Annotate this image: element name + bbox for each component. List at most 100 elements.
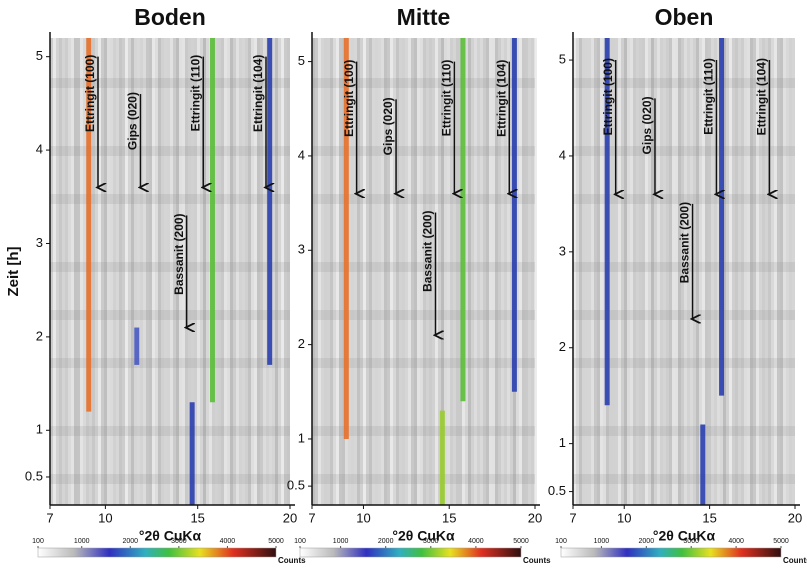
texture-stripe xyxy=(684,38,687,505)
y-tick-label: 1 xyxy=(559,435,566,450)
texture-stripe xyxy=(233,38,236,505)
texture-stripe xyxy=(74,38,77,505)
texture-band xyxy=(50,146,290,156)
texture-band xyxy=(312,78,535,88)
texture-stripe xyxy=(53,38,56,505)
texture-stripe xyxy=(164,38,167,505)
texture-stripe xyxy=(744,38,747,505)
texture-stripe xyxy=(774,38,777,505)
texture-stripe xyxy=(450,38,453,505)
annotation-label: Ettringit (104) xyxy=(251,55,265,132)
texture-stripe xyxy=(603,38,606,505)
colorbar-tick-label: 4000 xyxy=(220,538,236,545)
texture-stripe xyxy=(609,38,612,505)
panel-title: Boden xyxy=(134,4,206,30)
texture-band xyxy=(50,78,290,88)
texture-stripe xyxy=(155,38,158,505)
annotation-label: Ettringit (100) xyxy=(601,58,615,135)
texture-stripe xyxy=(396,38,399,505)
texture-stripe xyxy=(278,38,281,505)
texture-stripe xyxy=(423,38,426,505)
texture-stripe xyxy=(465,38,468,505)
texture-stripe xyxy=(360,38,363,505)
texture-stripe xyxy=(516,38,519,505)
texture-stripe xyxy=(639,38,642,505)
texture-stripe xyxy=(405,38,408,505)
texture-stripe xyxy=(281,38,284,505)
texture-stripe xyxy=(143,38,146,505)
x-tick-label: 15 xyxy=(702,510,716,525)
texture-stripe xyxy=(387,38,390,505)
texture-stripe xyxy=(444,38,447,505)
texture-stripe xyxy=(333,38,336,505)
colorbar-label: Counts xyxy=(278,556,306,565)
texture-stripe xyxy=(221,38,224,505)
texture-stripe xyxy=(101,38,104,505)
colorbar-tick-label: 100 xyxy=(32,538,44,545)
texture-band xyxy=(573,358,795,368)
texture-stripe xyxy=(738,38,741,505)
texture-band xyxy=(50,358,290,368)
texture-band xyxy=(312,146,535,156)
texture-stripe xyxy=(438,38,441,505)
texture-stripe xyxy=(741,38,744,505)
x-tick-label: 15 xyxy=(190,510,204,525)
texture-stripe xyxy=(690,38,693,505)
texture-stripe xyxy=(534,38,537,505)
texture-stripe xyxy=(648,38,651,505)
texture-stripe xyxy=(318,38,321,505)
texture-stripe xyxy=(363,38,366,505)
texture-stripe xyxy=(789,38,792,505)
texture-stripe xyxy=(522,38,525,505)
texture-stripe xyxy=(414,38,417,505)
texture-stripe xyxy=(762,38,765,505)
texture-stripe xyxy=(681,38,684,505)
texture-band xyxy=(50,310,290,320)
texture-stripe xyxy=(263,38,266,505)
texture-stripe xyxy=(642,38,645,505)
texture-stripe xyxy=(612,38,615,505)
texture-stripe xyxy=(756,38,759,505)
texture-stripe xyxy=(321,38,324,505)
texture-stripe xyxy=(705,38,708,505)
x-tick-label: 7 xyxy=(569,510,576,525)
texture-stripe xyxy=(125,38,128,505)
texture-stripe xyxy=(447,38,450,505)
colorbar-tick-label: 2000 xyxy=(122,538,138,545)
texture-stripe xyxy=(399,38,402,505)
texture-band xyxy=(573,474,795,484)
texture-band xyxy=(573,194,795,204)
texture-stripe xyxy=(251,38,254,505)
colorbar-tick-label: 5000 xyxy=(773,538,789,545)
texture-stripe xyxy=(146,38,149,505)
y-axis-label: Zeit [h] xyxy=(5,247,22,297)
texture-stripe xyxy=(717,38,720,505)
texture-stripe xyxy=(660,38,663,505)
texture-stripe xyxy=(672,38,675,505)
texture-stripe xyxy=(62,38,65,505)
texture-stripe xyxy=(236,38,239,505)
y-tick-label: 5 xyxy=(36,48,43,63)
colorbar-tick-label: 5000 xyxy=(268,538,284,545)
texture-stripe xyxy=(771,38,774,505)
texture-stripe xyxy=(792,38,795,505)
texture-stripe xyxy=(651,38,654,505)
texture-stripe xyxy=(330,38,333,505)
texture-band xyxy=(573,262,795,272)
texture-stripe xyxy=(390,38,393,505)
x-tick-label: 20 xyxy=(788,510,802,525)
texture-stripe xyxy=(504,38,507,505)
texture-stripe xyxy=(378,38,381,505)
texture-stripe xyxy=(384,38,387,505)
texture-stripe xyxy=(417,38,420,505)
panel-title: Oben xyxy=(655,4,714,30)
texture-stripe xyxy=(369,38,372,505)
texture-stripe xyxy=(726,38,729,505)
texture-stripe xyxy=(248,38,251,505)
texture-stripe xyxy=(573,38,576,505)
texture-stripe xyxy=(56,38,59,505)
annotation-label: Ettringit (100) xyxy=(83,55,97,132)
texture-stripe xyxy=(158,38,161,505)
texture-stripe xyxy=(735,38,738,505)
texture-stripe xyxy=(519,38,522,505)
